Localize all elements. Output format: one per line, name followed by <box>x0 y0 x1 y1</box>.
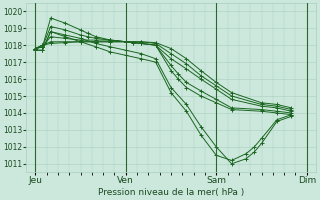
X-axis label: Pression niveau de la mer( hPa ): Pression niveau de la mer( hPa ) <box>98 188 244 197</box>
